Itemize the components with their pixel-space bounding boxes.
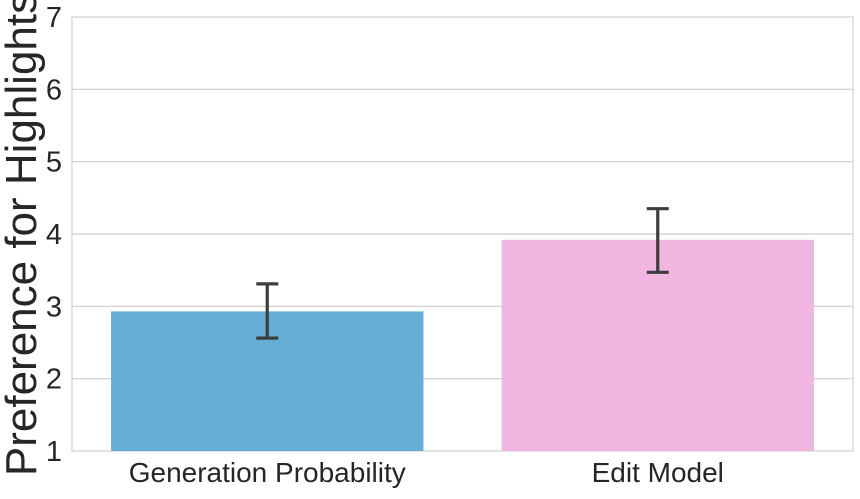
bars xyxy=(111,239,814,451)
y-tick-label: 3 xyxy=(46,291,62,323)
error-bars xyxy=(256,207,669,340)
y-tick-label: 5 xyxy=(46,147,62,179)
y-tick-label: 4 xyxy=(46,219,62,251)
y-tick-label: 2 xyxy=(46,364,62,396)
y-axis-title: Preference for Highlights xyxy=(0,0,46,476)
y-tick-label: 7 xyxy=(46,2,62,34)
bar xyxy=(501,239,814,451)
error-bar xyxy=(256,282,279,340)
x-tick-label: Edit Model xyxy=(592,457,724,488)
x-tick-label: Generation Probability xyxy=(129,457,406,488)
y-axis-ticks: 1 2 3 4 5 6 7 xyxy=(46,2,62,468)
error-bar xyxy=(646,207,669,274)
y-tick-label: 1 xyxy=(46,436,62,468)
x-axis-ticks: Generation Probability Edit Model xyxy=(129,457,724,488)
y-tick-label: 6 xyxy=(46,74,62,106)
